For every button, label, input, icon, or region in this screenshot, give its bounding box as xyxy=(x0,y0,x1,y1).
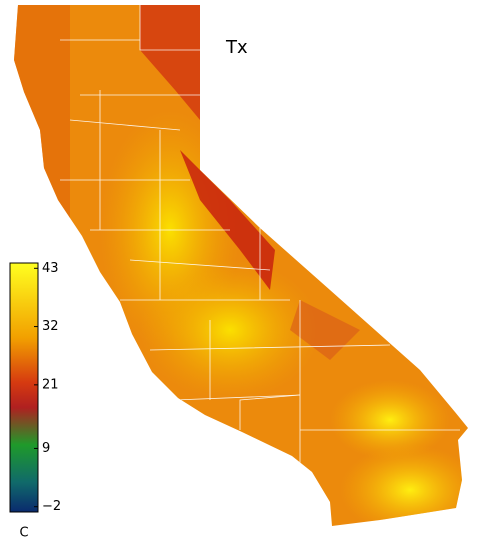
colorbar-tick-label: 9 xyxy=(42,441,50,456)
colorbar-tick-label: 43 xyxy=(42,261,59,276)
colorbar xyxy=(9,262,39,513)
colorbar-tick-label: 32 xyxy=(42,319,59,334)
colorbar-ticks: 43 32 21 9 −2 xyxy=(34,261,61,514)
colorbar-tick-label: 21 xyxy=(42,377,59,392)
colorbar-tick-label: −2 xyxy=(42,499,61,514)
colorbar-unit: C xyxy=(19,526,28,541)
map-title: Tx xyxy=(225,37,248,58)
